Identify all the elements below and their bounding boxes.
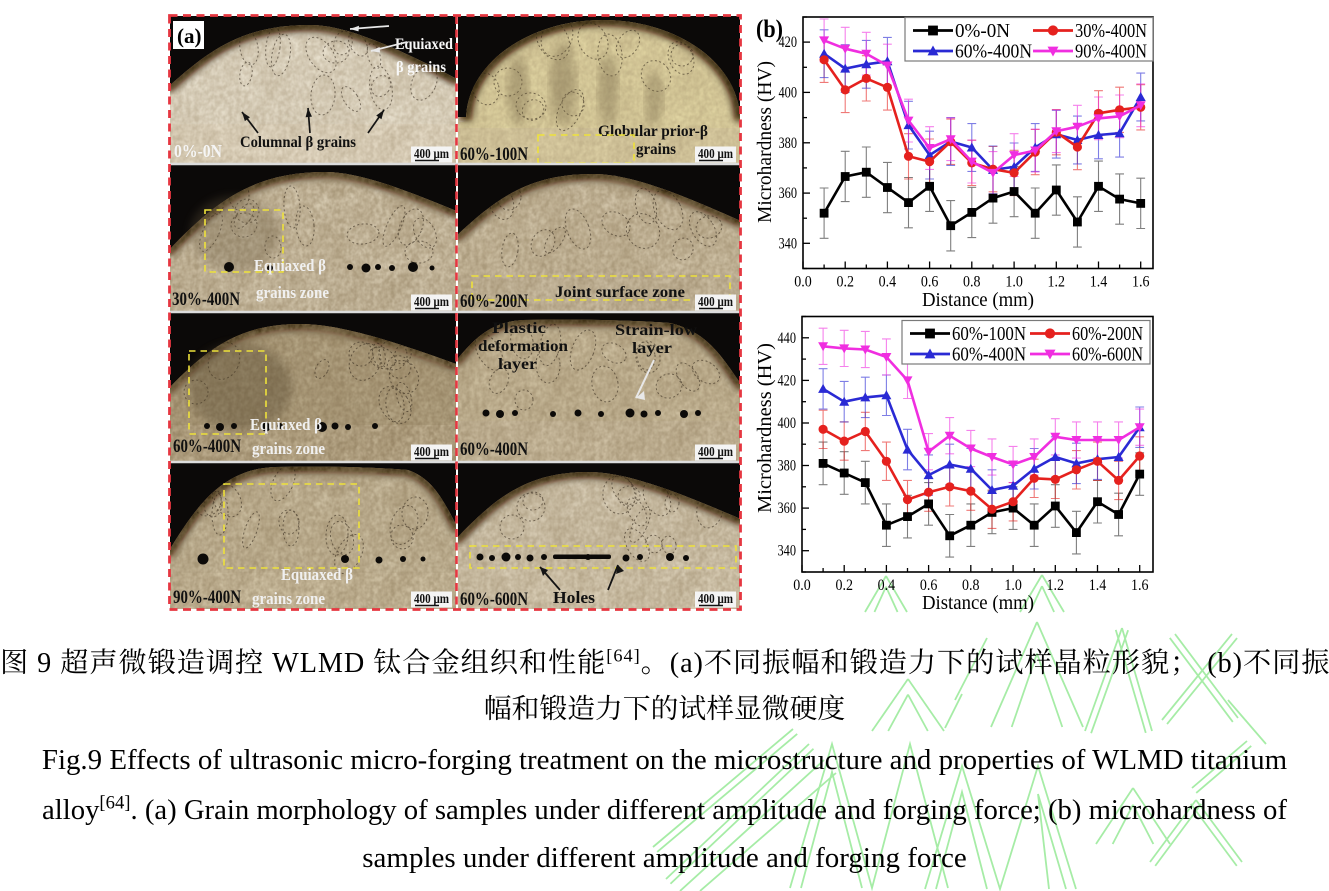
svg-text:30%-400N: 30%-400N (172, 290, 241, 310)
svg-text:0.0: 0.0 (794, 274, 812, 291)
svg-text:Globular prior-β: Globular prior-β (598, 123, 708, 140)
svg-text:60%-400N: 60%-400N (955, 41, 1032, 63)
svg-text:1.6: 1.6 (1131, 577, 1149, 594)
svg-text:0.2: 0.2 (836, 274, 854, 291)
svg-text:60%-600N: 60%-600N (1072, 344, 1143, 366)
svg-text:400 μm: 400 μm (698, 592, 733, 607)
svg-text:1.2: 1.2 (1047, 577, 1065, 594)
svg-text:420: 420 (778, 372, 797, 389)
svg-text:440: 440 (778, 330, 797, 347)
svg-text:60%-100N: 60%-100N (952, 323, 1026, 345)
svg-text:Equiaxed β: Equiaxed β (254, 256, 326, 275)
svg-text:60%-600N: 60%-600N (460, 590, 529, 610)
svg-text:β grains: β grains (396, 59, 446, 76)
svg-text:90%-400N: 90%-400N (173, 588, 242, 608)
svg-text:400 μm: 400 μm (414, 295, 449, 310)
svg-text:380: 380 (778, 458, 797, 475)
svg-text:1.2: 1.2 (1048, 274, 1066, 291)
svg-text:1.0: 1.0 (1004, 577, 1022, 594)
svg-text:60%-400N: 60%-400N (952, 344, 1026, 366)
svg-text:grains zone: grains zone (256, 283, 329, 302)
svg-text:1.6: 1.6 (1132, 274, 1150, 291)
svg-text:90%-400N: 90%-400N (1075, 41, 1147, 63)
svg-text:Microhardness (HV): Microhardness (HV) (755, 61, 776, 223)
svg-text:(b): (b) (756, 16, 783, 43)
svg-text:Microhardness (HV): Microhardness (HV) (755, 343, 776, 513)
svg-text:400 μm: 400 μm (698, 295, 733, 310)
svg-text:Joint surface zone: Joint surface zone (555, 284, 685, 301)
svg-text:60%-400N: 60%-400N (173, 437, 242, 457)
svg-text:grains: grains (636, 141, 676, 158)
svg-text:1.0: 1.0 (1005, 274, 1023, 291)
svg-text:0.4: 0.4 (878, 577, 896, 594)
svg-text:(a): (a) (177, 24, 202, 48)
svg-text:400 μm: 400 μm (414, 147, 449, 162)
svg-text:layer: layer (632, 340, 672, 357)
svg-text:0.8: 0.8 (962, 577, 980, 594)
svg-text:30%-400N: 30%-400N (1075, 20, 1147, 42)
svg-text:400 μm: 400 μm (698, 147, 733, 162)
svg-text:340: 340 (778, 543, 797, 560)
svg-text:Distance (mm): Distance (mm) (922, 592, 1034, 614)
svg-text:360: 360 (778, 500, 797, 517)
svg-text:1.4: 1.4 (1089, 577, 1107, 594)
svg-text:0.2: 0.2 (835, 577, 853, 594)
svg-text:60%-100N: 60%-100N (460, 145, 529, 165)
svg-text:deformation: deformation (478, 338, 568, 355)
svg-text:340: 340 (779, 235, 798, 252)
svg-text:400 μm: 400 μm (698, 445, 733, 460)
svg-text:grains zone: grains zone (252, 589, 325, 608)
svg-text:Columnal β grains: Columnal β grains (240, 134, 356, 151)
svg-text:360: 360 (779, 185, 798, 202)
svg-text:380: 380 (779, 135, 798, 152)
svg-text:layer: layer (498, 356, 537, 373)
svg-text:400 μm: 400 μm (414, 445, 449, 460)
svg-text:60%-400N: 60%-400N (460, 440, 529, 460)
svg-text:400: 400 (779, 84, 798, 101)
svg-text:Equiaxed: Equiaxed (395, 36, 453, 53)
svg-text:0.8: 0.8 (963, 274, 981, 291)
svg-text:Plastic: Plastic (492, 320, 546, 337)
svg-text:0.4: 0.4 (879, 274, 897, 291)
svg-text:Distance (mm): Distance (mm) (922, 289, 1034, 311)
svg-text:Strain-low: Strain-low (615, 322, 698, 339)
svg-text:420: 420 (779, 34, 798, 51)
svg-text:60%-200N: 60%-200N (460, 292, 529, 312)
svg-text:Equiaxed β: Equiaxed β (250, 415, 322, 434)
svg-text:400: 400 (778, 415, 797, 432)
svg-text:1.4: 1.4 (1090, 274, 1108, 291)
svg-text:grains zone: grains zone (252, 439, 325, 458)
svg-text:0%-0N: 0%-0N (955, 20, 1010, 42)
svg-text:0%-0N: 0%-0N (174, 141, 222, 161)
svg-text:400 μm: 400 μm (414, 592, 449, 607)
svg-text:60%-200N: 60%-200N (1072, 323, 1143, 345)
svg-text:0.6: 0.6 (920, 577, 938, 594)
svg-text:0.6: 0.6 (921, 274, 939, 291)
svg-text:Equiaxed β: Equiaxed β (281, 565, 353, 584)
svg-text:Holes: Holes (553, 588, 595, 607)
svg-text:0.0: 0.0 (793, 577, 811, 594)
